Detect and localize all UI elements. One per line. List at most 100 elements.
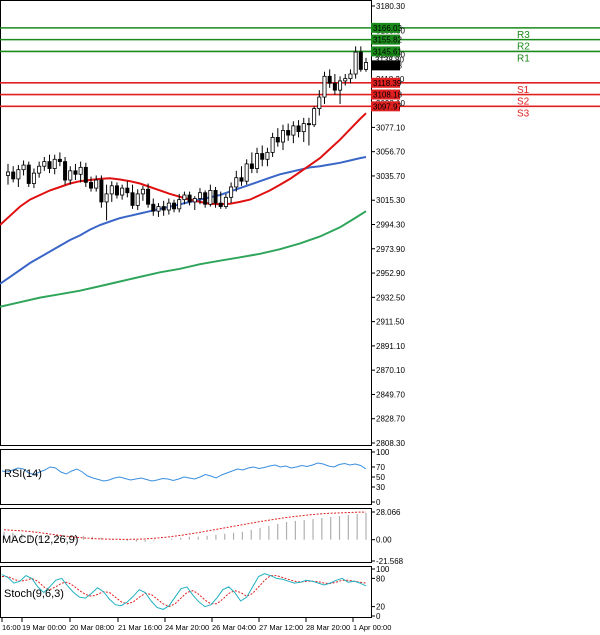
candle-body-bull [166, 202, 171, 211]
rsi-line [1, 462, 367, 482]
level-label-r1: R1 [517, 53, 530, 64]
candle-body-bull [255, 153, 260, 169]
candle [291, 121, 296, 144]
candle-body-bull [182, 194, 187, 201]
price-tick-label: 2952.90 [376, 269, 405, 278]
candle-body-bear [172, 202, 177, 210]
candle [125, 181, 130, 198]
level-label-s3: S3 [517, 108, 530, 119]
candle [280, 124, 285, 151]
candle-body-bull [348, 73, 353, 80]
candle-body-bull [244, 163, 249, 182]
candle-body-bull [338, 80, 343, 91]
current-price-tag [371, 60, 400, 71]
level-label-s1: S1 [517, 85, 530, 96]
candle [47, 154, 52, 174]
price-tick-label: 2891.10 [376, 342, 405, 351]
candle-body-bear [130, 192, 135, 206]
price-tick-label: 2828.70 [376, 415, 405, 424]
rsi-tick-label: 100 [376, 448, 390, 457]
candle [208, 184, 213, 207]
stoch-main-line [1, 573, 367, 610]
time-tick-label: 28 Mar 20:00 [306, 623, 350, 632]
candle-body-bear [249, 163, 254, 169]
candle-body-bear [260, 153, 265, 160]
candle [130, 184, 135, 209]
price-tick-label: 2808.30 [376, 439, 405, 448]
price-tick-label: 2973.90 [376, 245, 405, 254]
candle-body-bear [146, 188, 151, 205]
candle-body-bull [312, 108, 317, 126]
level-price-value-r3: 3166.03 [373, 24, 402, 33]
candle [140, 185, 145, 201]
candle-body-bull [52, 158, 57, 169]
stoch-panel-frame [0, 566, 372, 618]
candle [358, 46, 363, 72]
candle-body-bull [343, 78, 348, 82]
candle [275, 128, 280, 147]
candle [146, 183, 151, 208]
level-label-s2: S2 [517, 97, 530, 108]
candle [151, 198, 156, 216]
candle [94, 175, 99, 192]
time-tick-label: 20 Mar 08:00 [70, 623, 114, 632]
candle [6, 163, 11, 185]
candle [52, 154, 57, 175]
candle-body-bull [229, 186, 234, 198]
rsi-tick-label: 70 [376, 463, 385, 472]
candle [63, 156, 68, 185]
candle [197, 188, 202, 205]
level-price-value-s2: 3108.18 [373, 91, 402, 100]
candle [104, 184, 109, 221]
current-price-value: 3135.68 [373, 61, 402, 70]
candle [239, 166, 244, 186]
candle [229, 182, 234, 204]
candle-body-bull [37, 165, 42, 174]
macd-plot [3, 511, 367, 542]
candle [11, 166, 16, 183]
level-price-value-s1: 3118.39 [373, 79, 402, 88]
rsi-tick-label: 50 [376, 473, 385, 482]
candle-body-bull [301, 123, 306, 133]
rsi-title: RSI(14) [4, 468, 42, 480]
candle-body-bear [161, 206, 166, 211]
candle [78, 161, 83, 183]
candle-body-bull [135, 193, 140, 206]
candle [156, 203, 161, 217]
time-tick-label: 21 Mar 16:00 [118, 623, 162, 632]
candle-body-bear [327, 75, 332, 84]
candle [182, 191, 187, 205]
candle-body-bull [322, 75, 327, 98]
candle [312, 106, 317, 128]
candle [109, 181, 114, 202]
candle-body-bear [275, 136, 280, 143]
candle [270, 132, 275, 157]
candle [37, 161, 42, 178]
candle-body-bear [99, 179, 104, 203]
bid-ask-price-label: 3138.80 [375, 55, 404, 64]
macd-tick-label: 0.00 [376, 536, 392, 545]
time-axis: 16:00 19 Mar 00:00 20 Mar 08:00 21 Mar 16:0… [1, 618, 391, 632]
candle [317, 90, 322, 116]
main-panel-frame [0, 0, 372, 446]
candle [89, 176, 94, 192]
candle [57, 152, 62, 167]
level-price-tags: 3166.03 3155.82 3145.61 3118.39 3108.18 3097.… [371, 22, 404, 112]
price-tick-label: 2849.70 [376, 390, 405, 399]
rsi-line [1, 462, 367, 482]
candle [260, 145, 265, 167]
candle-body-bear [306, 123, 311, 126]
macd-axis: 28.066 0.00 -21.568 [371, 508, 404, 566]
candle-body-bear [332, 82, 337, 91]
candle [73, 163, 78, 181]
candle [203, 190, 208, 208]
candle-body-bear [151, 203, 156, 212]
stoch-tick-label: 0 [376, 612, 381, 621]
macd-panel: MACD(12,26,9) 28.066 0.00 -21.568 [0, 508, 404, 566]
candle-body-bull [140, 188, 145, 195]
candle [348, 69, 353, 84]
candle [218, 191, 223, 209]
time-tick-label: 19 Mar 00:00 [22, 623, 66, 632]
candle [301, 117, 306, 143]
